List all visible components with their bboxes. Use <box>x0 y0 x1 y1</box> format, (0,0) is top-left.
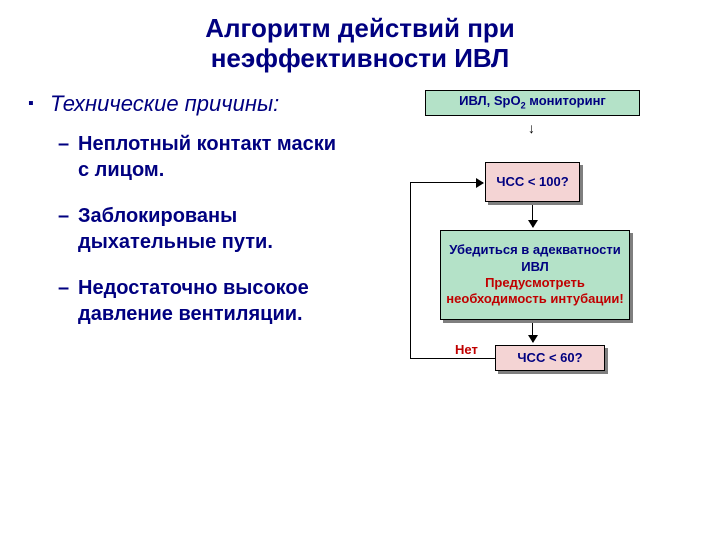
flowchart: ИВЛ, SpO2 мониторинг ↓ ЧСС < 100? Убедит… <box>360 90 720 530</box>
flow-node-hr60-label: ЧСС < 60? <box>517 350 582 366</box>
flow-node-hr100: ЧСС < 100? <box>485 162 580 202</box>
arrow-n1-n2: ↓ <box>528 120 535 136</box>
loop-seg-bottom <box>410 358 495 359</box>
loop-seg-left <box>410 182 411 358</box>
bullet-sub-3: Недостаточно высокое давление вентиляции… <box>58 275 350 327</box>
flow-node-adequacy-line2: Предусмотреть необходимость интубации! <box>445 275 625 308</box>
bullet-main: Технические причины: <box>28 90 350 118</box>
arrow-n2-n3 <box>532 205 533 227</box>
loop-label-no: Нет <box>455 342 478 357</box>
bullet-sub-1: Неплотный контакт маски с лицом. <box>58 131 350 183</box>
page-title: Алгоритм действий при неэффективности ИВ… <box>0 0 720 74</box>
flow-node-adequacy: Убедиться в адекватности ИВЛ Предусмотре… <box>440 230 630 320</box>
arrow-n3-n4 <box>532 323 533 342</box>
flow-node-monitoring-label: ИВЛ, SpO2 мониторинг <box>459 93 606 112</box>
title-line-1: Алгоритм действий при <box>205 13 515 43</box>
loop-seg-top <box>410 182 483 183</box>
flow-node-adequacy-line1: Убедиться в адекватности ИВЛ <box>445 242 625 275</box>
title-line-2: неэффективности ИВЛ <box>211 43 510 73</box>
content-area: Технические причины: Неплотный контакт м… <box>0 90 720 530</box>
bullet-sub-2: Заблокированы дыхательные пути. <box>58 203 350 255</box>
bullet-list: Технические причины: Неплотный контакт м… <box>0 90 360 530</box>
flow-node-hr100-label: ЧСС < 100? <box>496 174 568 190</box>
flow-node-hr60: ЧСС < 60? <box>495 345 605 371</box>
flow-node-monitoring: ИВЛ, SpO2 мониторинг <box>425 90 640 116</box>
